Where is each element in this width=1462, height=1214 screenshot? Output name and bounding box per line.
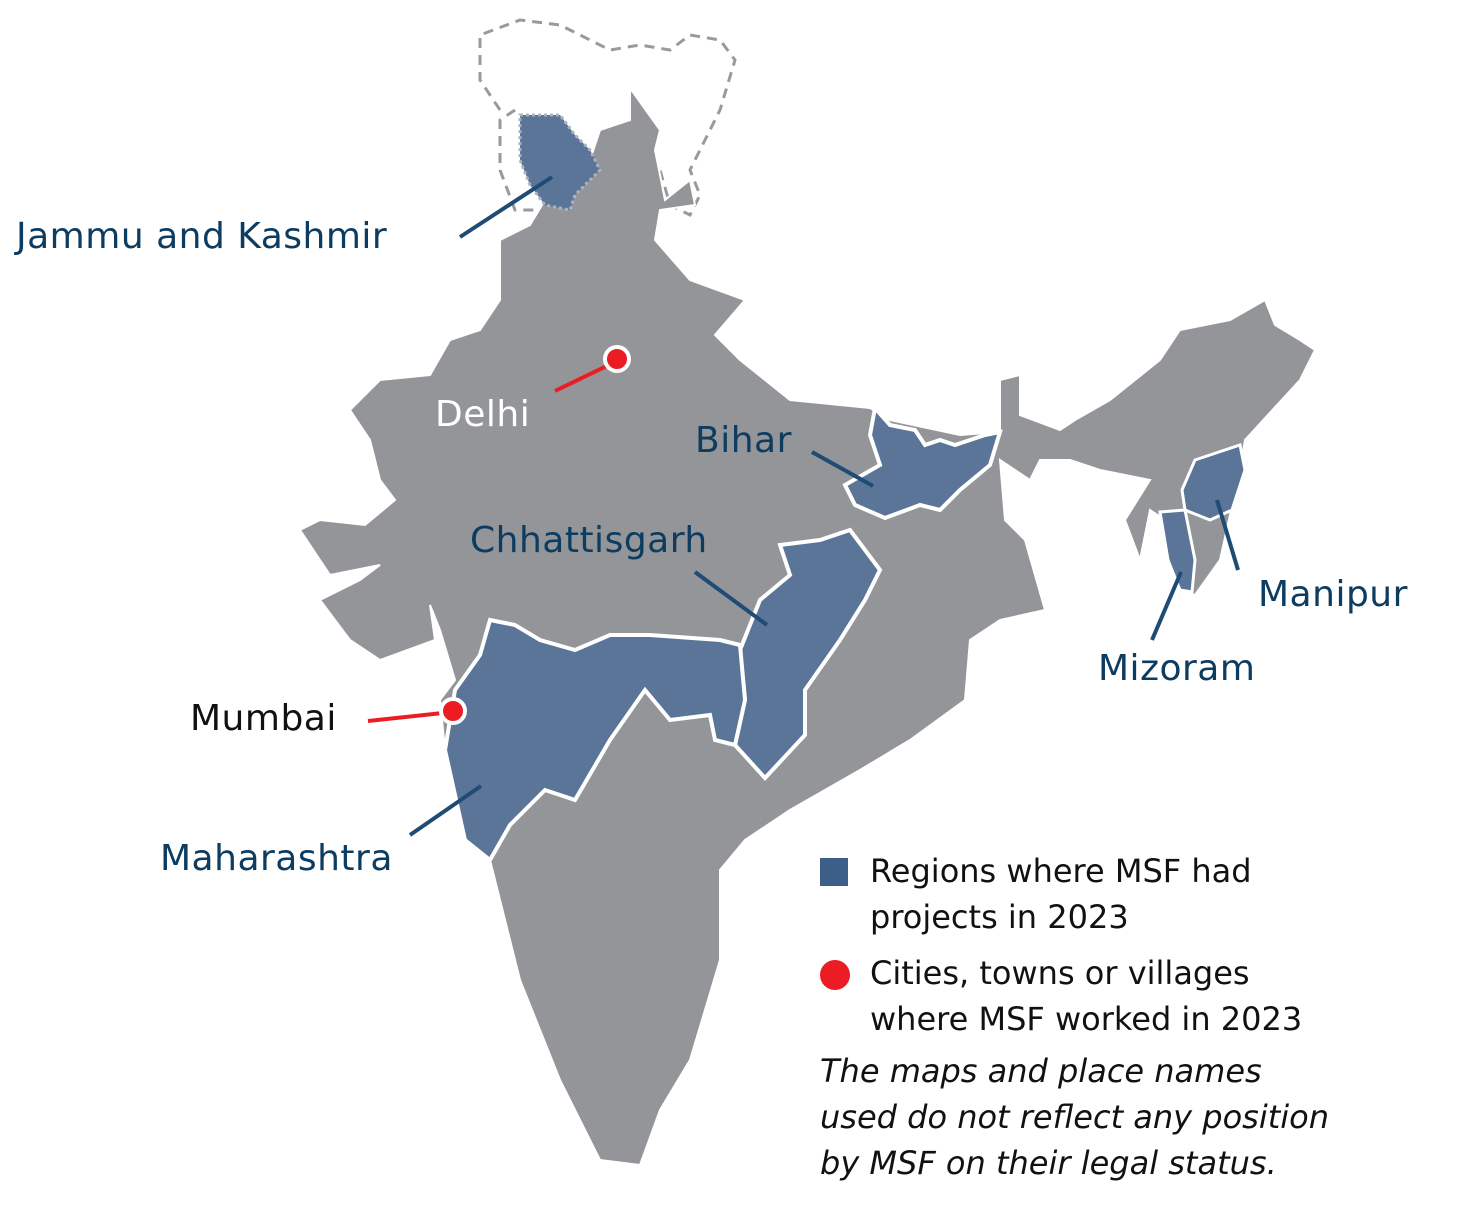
legend-cities-line1: Cities, towns or villages [870, 954, 1250, 992]
label-jammu-kashmir: Jammu and Kashmir [16, 216, 388, 257]
map-legend: Regions where MSF had projects in 2023 C… [820, 848, 1329, 1186]
label-mizoram: Mizoram [1098, 648, 1256, 689]
leader-manipur [1215, 499, 1240, 571]
disclaimer-note: The maps and place names used do not ref… [820, 1048, 1329, 1186]
leader-mumbai [367, 710, 453, 723]
region-maharashtra [442, 617, 748, 864]
leader-maharashtra [408, 784, 483, 837]
label-chhattisgarh: Chhattisgarh [470, 520, 708, 561]
legend-item-regions: Regions where MSF had projects in 2023 [820, 848, 1329, 940]
region-bihar [842, 403, 1003, 521]
note-line3: by MSF on their legal status. [820, 1144, 1277, 1182]
note-line2: used do not reflect any position [820, 1098, 1330, 1136]
leader-bihar [811, 450, 874, 488]
label-mumbai: Mumbai [190, 698, 337, 739]
city-marker-mumbai [439, 697, 467, 725]
leader-mizoram [1150, 571, 1183, 641]
city-marker-delhi [603, 345, 631, 373]
legend-square-icon [820, 858, 848, 886]
note-line1: The maps and place names [820, 1052, 1262, 1090]
legend-dot-icon [820, 960, 850, 990]
label-delhi: Delhi [435, 394, 531, 435]
legend-cities-line2: where MSF worked in 2023 [870, 1000, 1303, 1038]
leader-chhattisgarh [693, 570, 769, 627]
label-manipur: Manipur [1258, 574, 1408, 615]
region-mizoram [1158, 508, 1197, 594]
label-bihar: Bihar [695, 420, 792, 461]
legend-item-cities: Cities, towns or villages where MSF work… [820, 950, 1329, 1042]
legend-regions-line1: Regions where MSF had [870, 852, 1252, 890]
leader-jammu-kashmir [458, 175, 554, 239]
legend-regions-line2: projects in 2023 [870, 898, 1129, 936]
label-maharashtra: Maharashtra [160, 838, 393, 879]
disputed-territory-outline [478, 18, 737, 218]
